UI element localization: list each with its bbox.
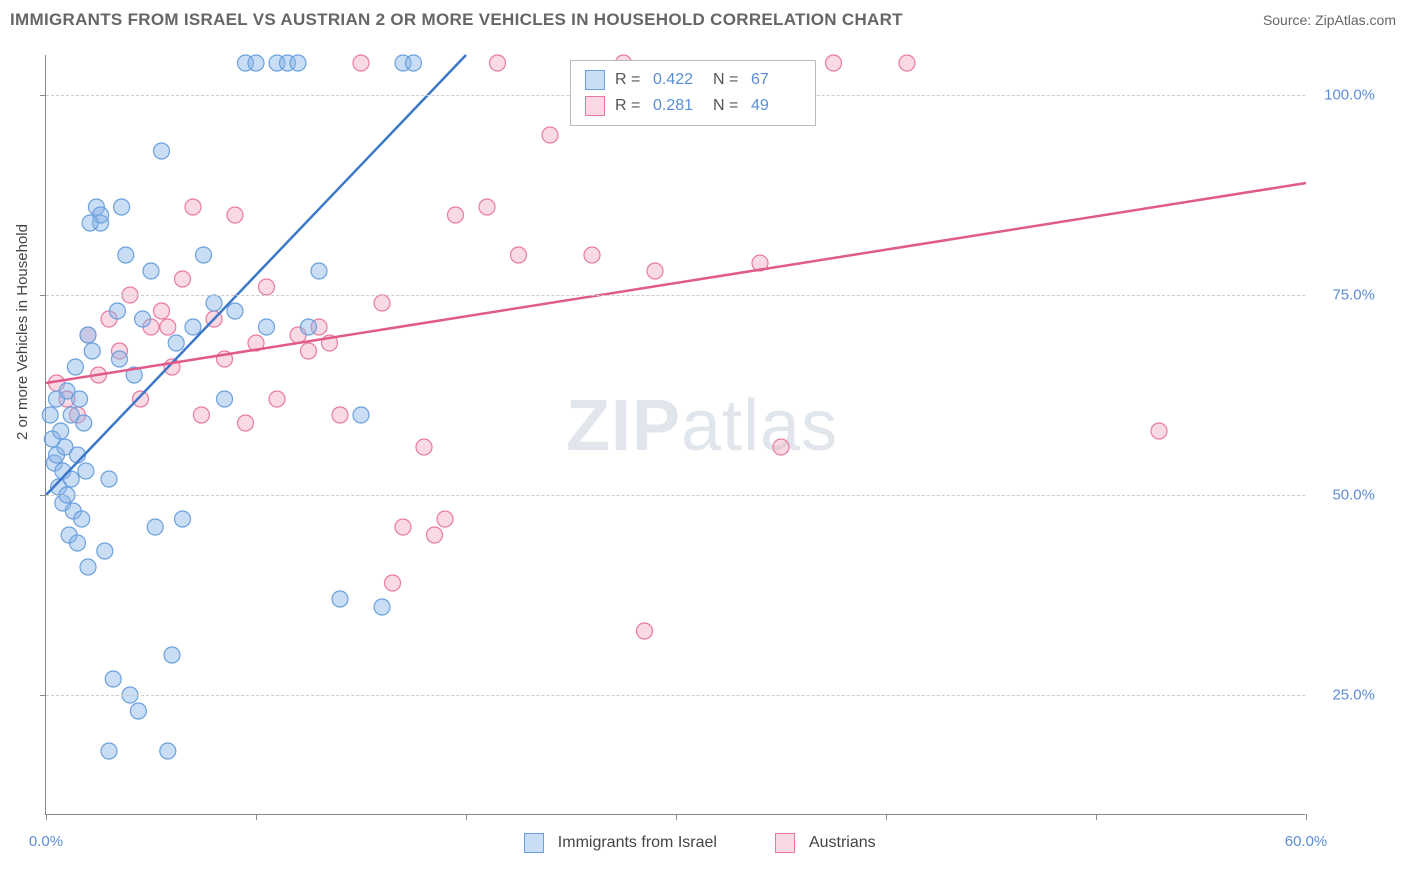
series-legend: Immigrants from Israel Austrians <box>524 833 920 853</box>
legend-label: Austrians <box>809 834 876 852</box>
x-tick <box>466 814 467 820</box>
y-tick-label: 75.0% <box>1332 287 1375 304</box>
y-tick <box>40 695 46 696</box>
chart-source: Source: ZipAtlas.com <box>1263 12 1396 28</box>
legend-swatch <box>524 833 544 853</box>
x-tick <box>886 814 887 820</box>
n-value: 67 <box>751 67 801 93</box>
y-tick <box>40 95 46 96</box>
chart-plot-area: ZIPatlas 25.0%50.0%75.0%100.0%0.0%60.0% <box>45 55 1305 815</box>
chart-header: IMMIGRANTS FROM ISRAEL VS AUSTRIAN 2 OR … <box>0 0 1406 40</box>
x-tick <box>1096 814 1097 820</box>
legend-row: R = 0.422 N = 67 <box>585 67 801 93</box>
r-label: R = <box>615 67 643 93</box>
y-tick <box>40 295 46 296</box>
n-label: N = <box>713 67 741 93</box>
chart-title: IMMIGRANTS FROM ISRAEL VS AUSTRIAN 2 OR … <box>10 10 903 30</box>
x-tick <box>256 814 257 820</box>
x-tick <box>46 814 47 820</box>
legend-row: R = 0.281 N = 49 <box>585 93 801 119</box>
y-tick-label: 25.0% <box>1332 687 1375 704</box>
gridline-h <box>46 295 1305 296</box>
gridline-h <box>46 695 1305 696</box>
n-value: 49 <box>751 93 801 119</box>
legend-label: Immigrants from Israel <box>558 834 717 852</box>
y-tick <box>40 495 46 496</box>
n-label: N = <box>713 93 741 119</box>
gridline-h <box>46 495 1305 496</box>
y-tick-label: 100.0% <box>1324 87 1375 104</box>
correlation-legend: R = 0.422 N = 67 R = 0.281 N = 49 <box>570 60 816 126</box>
scatter-svg <box>46 55 1305 814</box>
y-tick-label: 50.0% <box>1332 487 1375 504</box>
legend-swatch <box>775 833 795 853</box>
y-axis-title: 2 or more Vehicles in Household <box>14 224 31 440</box>
r-label: R = <box>615 93 643 119</box>
r-value: 0.422 <box>653 67 703 93</box>
x-tick <box>1306 814 1307 820</box>
x-tick-label: 0.0% <box>29 833 63 850</box>
legend-swatch <box>585 70 605 90</box>
x-tick <box>676 814 677 820</box>
x-tick-label: 60.0% <box>1285 833 1328 850</box>
legend-swatch <box>585 96 605 116</box>
r-value: 0.281 <box>653 93 703 119</box>
